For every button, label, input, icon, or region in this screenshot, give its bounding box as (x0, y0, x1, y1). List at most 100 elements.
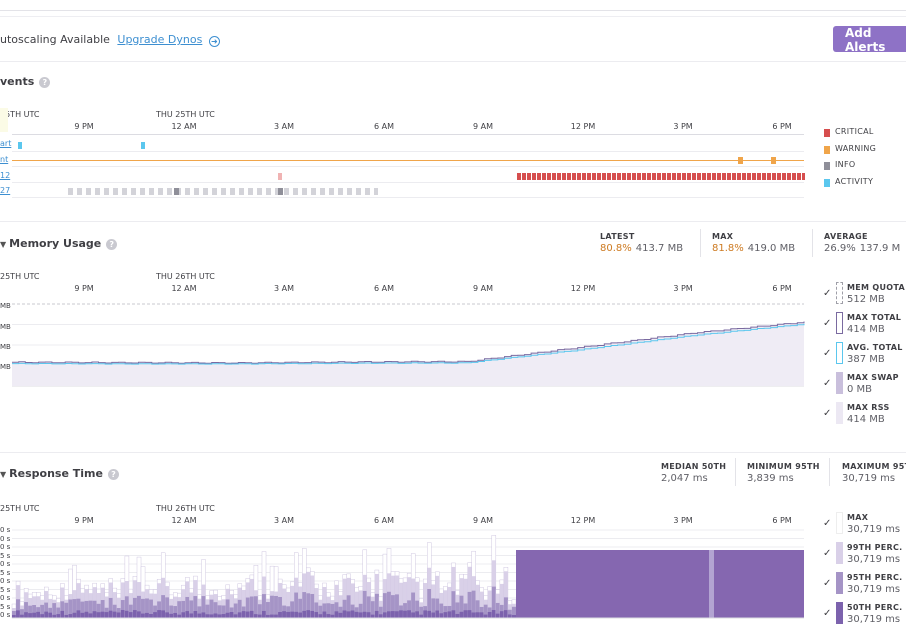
p95-bar (112, 604, 117, 618)
p95-bar (20, 609, 25, 618)
p50-bar (36, 611, 41, 618)
event-row-label[interactable]: nt (0, 155, 9, 164)
p50-bar (20, 614, 25, 618)
critical-marker-band[interactable] (517, 173, 805, 180)
check-icon[interactable]: ✓ (823, 288, 832, 299)
p50-bar (96, 612, 101, 618)
check-icon[interactable]: ✓ (823, 348, 832, 359)
tick-label: 6 PM (772, 122, 792, 131)
info-marker[interactable] (278, 188, 283, 195)
event-row-label[interactable]: 27 (0, 186, 11, 195)
p50-bar (507, 614, 512, 618)
p95-bar (278, 596, 283, 618)
check-icon[interactable]: ✓ (823, 378, 832, 389)
y-axis-label: MB (0, 302, 11, 310)
legend-item-max-total[interactable]: ✓ MAX TOTAL 414 MB (823, 312, 905, 342)
p50-bar (475, 612, 480, 618)
legend-item-mem-quota[interactable]: ✓ MEM QUOTA 512 MB (823, 282, 905, 312)
memory-title[interactable]: ▼ Memory Usage? (0, 237, 118, 250)
tick-label: 9 AM (472, 516, 494, 525)
p95-bar (76, 598, 81, 618)
check-icon[interactable]: ✓ (823, 578, 832, 589)
p95-bar (108, 597, 113, 618)
warning-marker[interactable] (771, 157, 776, 164)
p95-bar (475, 600, 480, 618)
timeout-block (516, 550, 804, 618)
p95-bar (455, 602, 460, 618)
p95-bar (362, 590, 367, 618)
p50-bar (403, 610, 408, 618)
y-axis-label: 0 s (0, 594, 11, 602)
p99-bar (443, 590, 448, 618)
help-icon[interactable]: ? (107, 469, 119, 480)
arrow-right-icon[interactable]: ➜ (208, 36, 220, 47)
p95-bar (346, 595, 351, 618)
divider (812, 229, 813, 257)
p99-bar (403, 581, 408, 618)
legend-item-max[interactable]: ✓ MAX 30,719 ms (823, 512, 902, 542)
activity-marker[interactable] (18, 142, 22, 149)
p50-bar (491, 610, 496, 618)
chevron-down-icon[interactable]: ▼ (0, 470, 7, 479)
top-divider-2 (0, 16, 906, 17)
p50-bar (294, 611, 299, 618)
divider (0, 61, 906, 62)
info-marker-band[interactable] (68, 188, 378, 195)
event-row-info (12, 186, 804, 198)
p50-bar (213, 613, 218, 618)
p50-bar (471, 612, 476, 618)
p50-bar (153, 612, 158, 618)
event-row-warning (12, 155, 804, 167)
p95-bar (80, 601, 85, 618)
add-alerts-button[interactable]: Add Alerts (833, 26, 906, 54)
date-label: 25TH UTC (0, 272, 40, 281)
check-icon[interactable]: ✓ (823, 608, 832, 619)
p50-bar (136, 611, 142, 618)
legend-item-max-rss[interactable]: ✓ MAX RSS 414 MB (823, 402, 905, 432)
p95-bar (120, 600, 125, 618)
legend-item-95th[interactable]: ✓ 95TH PERC. 30,719 ms (823, 572, 902, 602)
p50-bar (84, 611, 89, 618)
p50-bar (229, 612, 234, 618)
response-chart[interactable] (0, 526, 810, 620)
p50-bar (310, 610, 315, 618)
max-rss-area (12, 321, 804, 386)
p50-bar (193, 611, 198, 618)
p50-bar (32, 612, 37, 618)
p99-bar (157, 583, 162, 618)
warning-marker[interactable] (738, 157, 743, 164)
activity-marker[interactable] (141, 142, 145, 149)
legend-item-avg-total[interactable]: ✓ AVG. TOTAL 387 MB (823, 342, 905, 372)
p95-bar (310, 593, 315, 618)
legend-value: 30,719 ms (847, 524, 901, 535)
tick-label: 6 AM (373, 122, 395, 131)
check-icon[interactable]: ✓ (823, 318, 832, 329)
legend-item-max-swap[interactable]: ✓ MAX SWAP 0 MB (823, 372, 905, 402)
y-axis-label: MB (0, 363, 11, 371)
legend-value: 30,719 ms (847, 614, 901, 625)
check-icon[interactable]: ✓ (823, 408, 832, 419)
p95-bar (386, 591, 392, 618)
upgrade-dynos-link[interactable]: Upgrade Dynos (117, 33, 203, 46)
check-icon[interactable]: ✓ (823, 548, 832, 559)
p95-bar (431, 598, 436, 618)
memory-chart[interactable] (0, 296, 810, 388)
help-icon[interactable]: ? (39, 77, 51, 88)
critical-marker[interactable] (278, 173, 282, 180)
help-icon[interactable]: ? (106, 239, 118, 250)
p95-bar (72, 599, 77, 618)
response-title[interactable]: ▼ Response Time? (0, 467, 119, 480)
p50-bar (68, 614, 73, 618)
p50-bar (104, 612, 109, 618)
p95-bar (471, 590, 476, 618)
legend-item-99th[interactable]: ✓ 99TH PERC. 30,719 ms (823, 542, 902, 572)
legend-item-50th[interactable]: ✓ 50TH PERC. 30,719 ms (823, 602, 902, 632)
p95-bar (274, 595, 279, 618)
check-icon[interactable]: ✓ (823, 518, 832, 529)
p95-bar (366, 596, 371, 618)
event-row-label[interactable]: art (0, 139, 12, 148)
chevron-down-icon[interactable]: ▼ (0, 240, 7, 249)
event-row-label[interactable]: 12 (0, 171, 11, 180)
y-axis-label: 0 s (0, 560, 11, 568)
info-marker[interactable] (174, 188, 179, 195)
